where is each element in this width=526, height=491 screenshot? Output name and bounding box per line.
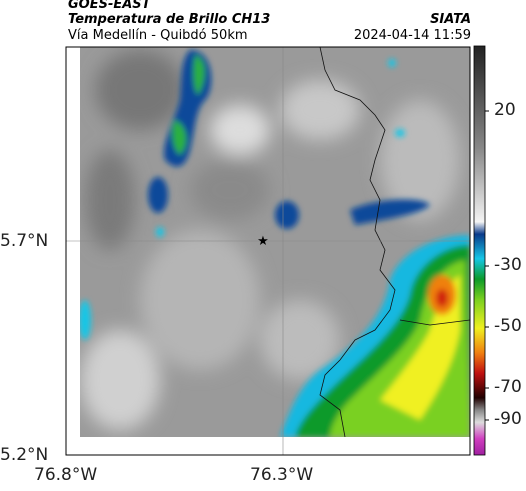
subtitle: Vía Medellín - Quibdó 50km bbox=[68, 28, 248, 43]
title: Temperatura de Brillo CH13 bbox=[68, 12, 271, 27]
colorbar-ticks bbox=[485, 110, 489, 421]
timestamp: 2024-04-14 11:59 bbox=[353, 28, 471, 43]
lon-label: 76.3°W bbox=[250, 465, 314, 485]
source: GOES-EAST bbox=[68, 0, 151, 12]
colorbar-label: -70 bbox=[494, 377, 522, 397]
satellite-image bbox=[80, 47, 470, 437]
lat-label: 5.7°N bbox=[0, 231, 49, 251]
lon-label: 76.8°W bbox=[34, 465, 98, 485]
colorbar bbox=[473, 45, 486, 456]
agency: SIATA bbox=[430, 12, 471, 27]
map-frame bbox=[65, 46, 471, 456]
colorbar-label: -30 bbox=[494, 255, 522, 275]
lat-label: 5.2°N bbox=[0, 445, 49, 465]
colorbar-label: 20 bbox=[494, 100, 516, 120]
colorbar-label: -50 bbox=[494, 316, 522, 336]
colorbar-label: -90 bbox=[494, 409, 522, 429]
location-marker: ★ bbox=[257, 234, 269, 249]
